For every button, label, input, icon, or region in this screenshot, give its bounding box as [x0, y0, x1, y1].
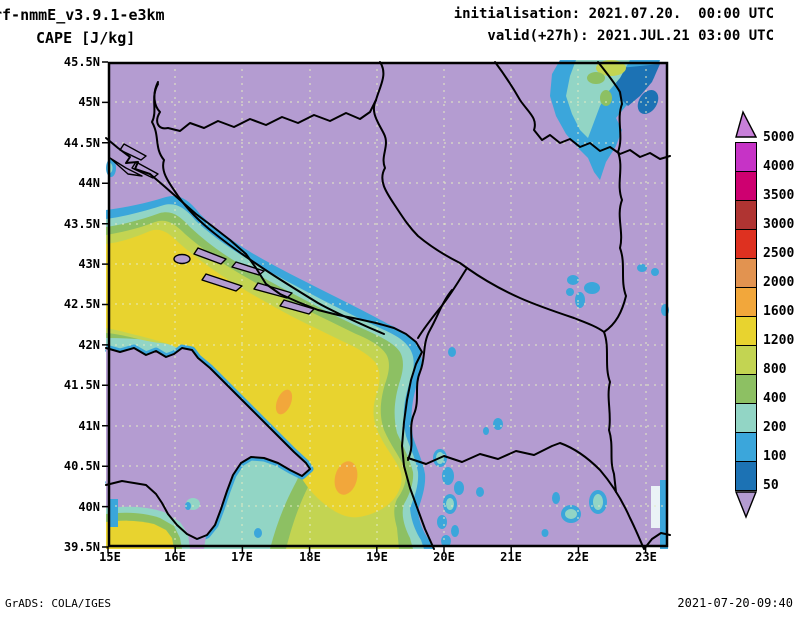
cape-region-1200 [106, 229, 402, 518]
colorbar-segment [736, 171, 756, 200]
variable-title: CAPE [J/kg] [36, 29, 136, 47]
lat-tick-label: 42.5N [63, 297, 100, 311]
lon-tick-label: 21E [500, 550, 522, 564]
colorbar-segment [736, 229, 756, 258]
lat-tick-label: 45N [78, 95, 100, 109]
lat-tick-label: 44N [78, 176, 100, 190]
italy-coastline [105, 347, 311, 540]
colorbar-value: 50 [763, 478, 779, 493]
colorbar-value: 3000 [763, 217, 795, 232]
lat-tick-label: 43N [78, 257, 100, 271]
gridlines [108, 62, 668, 547]
coastlines-and-borders [105, 61, 671, 550]
lon-tick-label: 23E [635, 550, 657, 564]
colorbar-segment [736, 287, 756, 316]
colorbar-value: 200 [763, 420, 787, 435]
lon-tick-label: 17E [231, 550, 253, 564]
lat-tick-label: 40.5N [63, 459, 100, 473]
map-frame [107, 61, 669, 548]
colorbar-value: 800 [763, 362, 787, 377]
border-drina [372, 61, 468, 269]
lat-tick-label: 39.5N [63, 540, 100, 554]
colorbar-value: 1200 [763, 333, 795, 348]
colorbar-segment [736, 316, 756, 345]
model-title: rf-nmmE_v3.9.1-e3km [0, 6, 165, 24]
lat-tick-label: 40N [78, 500, 100, 514]
adriatic-islands [119, 143, 315, 315]
colorbar-value: 2000 [763, 275, 795, 290]
colorbar-segment [736, 403, 756, 432]
cape-map-svg [102, 60, 671, 553]
colorbar-arrow-top [735, 110, 758, 138]
colorbar-segment [736, 374, 756, 403]
x-axis-labels: 15E 16E 17E 18E 19E 20E 21E 22E 23E [99, 550, 668, 568]
border-top-short [597, 61, 623, 105]
y-axis-labels: 45.5N 45N 44.5N 44N 43.5N 43N 42.5N 42N … [0, 55, 103, 554]
lon-tick-label: 16E [164, 550, 186, 564]
corner-strip-yellow [106, 520, 174, 549]
colorbar-arrow-bottom [734, 491, 758, 519]
border-serbia-macedonia [466, 267, 605, 333]
corner-edge-blue [108, 499, 118, 527]
colorbar-value: 3500 [763, 188, 795, 203]
border-bosnia-southwest [151, 83, 385, 335]
cape-spot-1600 [334, 461, 358, 495]
coastal-spit [109, 157, 143, 177]
lon-tick-label: 15E [99, 550, 121, 564]
colorbar-segment [736, 258, 756, 287]
colorbar-value: 5000 [763, 130, 795, 145]
lat-tick-label: 41.5N [63, 378, 100, 392]
border-albania-east [407, 289, 453, 461]
lat-tick-label: 45.5N [63, 55, 100, 69]
coast-bottom-right [643, 532, 671, 550]
colorbar-segment [736, 432, 756, 461]
colorbar-value: 2500 [763, 246, 795, 261]
init-time-label: initialisation: 2021.07.20. 00:00 UTC [453, 6, 774, 22]
axis-ticks [102, 61, 647, 553]
map-plot-area [102, 60, 671, 553]
colorbar-value: 400 [763, 391, 787, 406]
colorbar-segment [736, 200, 756, 229]
lon-tick-label: 18E [299, 550, 321, 564]
croatia-coastline [105, 137, 435, 550]
lon-tick-label: 22E [567, 550, 589, 564]
colorbar-value: 4000 [763, 159, 795, 174]
creation-timestamp: 2021-07-20-09:40 [677, 596, 793, 610]
grads-credit: GrADS: COLA/IGES [5, 597, 111, 610]
colorbar-segment [736, 345, 756, 374]
lat-tick-label: 44.5N [63, 136, 100, 150]
lat-tick-label: 41N [78, 419, 100, 433]
colorbar-segment [736, 461, 756, 491]
colorbar [734, 110, 758, 523]
colorbar-value: 100 [763, 449, 787, 464]
colorbar-segment [736, 142, 756, 171]
colorbar-value: 1600 [763, 304, 795, 319]
cape-field [102, 60, 671, 553]
lat-tick-label: 42N [78, 338, 100, 352]
lat-tick-label: 43.5N [63, 217, 100, 231]
lon-tick-label: 20E [433, 550, 455, 564]
valid-time-label: valid(+27h): 2021.JUL.21 03:00 UTC [487, 28, 774, 44]
border-greece [407, 442, 645, 550]
lon-tick-label: 19E [366, 550, 388, 564]
border-serbia-bulgaria [603, 103, 627, 493]
colorbar-segments [735, 142, 757, 491]
border-danube [494, 61, 671, 160]
italy-land-mask [106, 348, 310, 539]
cape-spot-1600 [275, 389, 293, 415]
